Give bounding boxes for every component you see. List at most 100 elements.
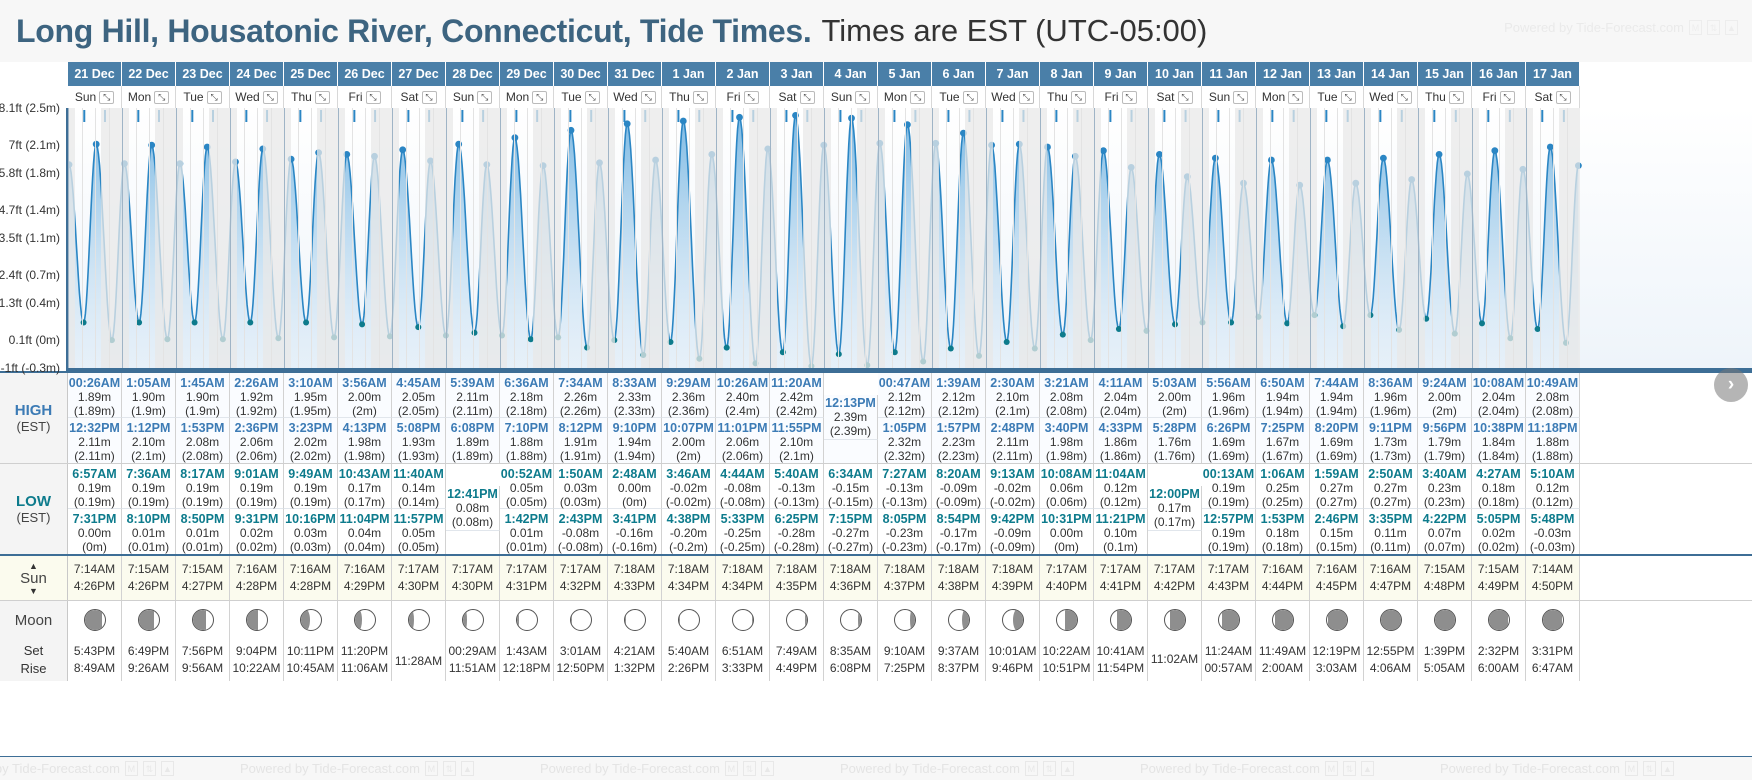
date-cell[interactable]: 31 Dec [608, 62, 662, 86]
date-cell[interactable]: 7 Jan [986, 62, 1040, 86]
expand-icon[interactable]: ⤡ [692, 90, 708, 104]
sunrise-time: 7:17AM [505, 562, 548, 576]
moonset-time: 10:41AM [1096, 644, 1145, 658]
date-cell[interactable]: 28 Dec [446, 62, 500, 86]
tide-time: 1:45AM [180, 376, 225, 390]
expand-icon[interactable]: ⤡ [532, 90, 548, 104]
tide-height-alt: (2.32m) [883, 449, 926, 463]
expand-icon[interactable]: ⤡ [584, 90, 600, 104]
expand-icon[interactable]: ⤡ [206, 90, 222, 104]
date-cell[interactable]: 2 Jan [716, 62, 770, 86]
expand-icon[interactable]: ⤡ [154, 90, 170, 104]
day-cell: Thu ⤡ [662, 86, 716, 108]
expand-icon[interactable]: ⤡ [1288, 90, 1304, 104]
date-cell[interactable]: 9 Jan [1094, 62, 1148, 86]
tide-height-alt: (2.08m) [1531, 404, 1574, 418]
high-tide-label: HIGH (EST) [0, 373, 68, 463]
day-cell: Wed ⤡ [1364, 86, 1418, 108]
moon-setrise-cell: 3:01AM 12:50PM [554, 639, 608, 681]
date-cell[interactable]: 8 Jan [1040, 62, 1094, 86]
expand-icon[interactable]: ⤡ [962, 90, 978, 104]
moonset-time: 8:35AM [829, 644, 872, 658]
expand-icon[interactable]: ⤡ [1018, 90, 1034, 104]
date-cell[interactable]: 3 Jan [770, 62, 824, 86]
expand-icon[interactable]: ⤡ [421, 90, 437, 104]
date-cell[interactable]: 1 Jan [662, 62, 716, 86]
date-cell[interactable]: 30 Dec [554, 62, 608, 86]
expand-icon[interactable]: ⤡ [1396, 90, 1412, 104]
expand-icon[interactable]: ⤡ [365, 90, 381, 104]
night-shading [1127, 108, 1148, 368]
date-cell[interactable]: 6 Jan [932, 62, 986, 86]
hour-gridline [1458, 108, 1460, 368]
expand-icon[interactable]: ⤡ [477, 90, 493, 104]
date-cell[interactable]: 17 Jan [1526, 62, 1580, 86]
tide-height: -0.23m [885, 526, 924, 540]
expand-icon[interactable]: ⤡ [910, 90, 926, 104]
date-cell[interactable]: 14 Jan [1364, 62, 1418, 86]
date-cell[interactable]: 15 Jan [1418, 62, 1472, 86]
expand-icon[interactable]: ⤡ [1177, 90, 1193, 104]
hour-gridline [1242, 108, 1244, 368]
date-cell[interactable]: 10 Jan [1148, 62, 1202, 86]
night-shading [1019, 108, 1040, 368]
expand-icon[interactable]: ⤡ [640, 90, 656, 104]
high-label-text: HIGH [14, 402, 53, 419]
date-cell[interactable]: 26 Dec [338, 62, 392, 86]
date-cell[interactable]: 5 Jan [878, 62, 932, 86]
date-cell[interactable]: 16 Jan [1472, 62, 1526, 86]
date-cell[interactable]: 22 Dec [122, 62, 176, 86]
low-tide-point [303, 319, 310, 326]
date-cell[interactable]: 21 Dec [68, 62, 122, 86]
moon-shadow [624, 610, 626, 630]
chart-plot-area[interactable] [68, 108, 1752, 371]
expand-icon[interactable]: ⤡ [314, 90, 330, 104]
day-separator [932, 108, 933, 368]
expand-icon[interactable]: ⤡ [743, 90, 759, 104]
date-cell[interactable]: 23 Dec [176, 62, 230, 86]
date-cell[interactable]: 29 Dec [500, 62, 554, 86]
date-cell[interactable]: 11 Jan [1202, 62, 1256, 86]
tide-height-alt: (1.73m) [1369, 449, 1412, 463]
low-label-sub: (EST) [16, 510, 51, 525]
date-cell[interactable]: 25 Dec [284, 62, 338, 86]
expand-icon[interactable]: ⤡ [1121, 90, 1137, 104]
tide-height: 2.00m [671, 435, 706, 449]
hour-gridline [1067, 108, 1068, 368]
footer-watermark-text: Powered by Tide-Forecast.com [1440, 761, 1620, 776]
date-cell[interactable]: 24 Dec [230, 62, 284, 86]
moonrise-time: 11:54PM [1096, 661, 1145, 675]
expand-icon[interactable]: ⤡ [1448, 90, 1464, 104]
expand-icon[interactable]: ⤡ [1340, 90, 1356, 104]
expand-icon[interactable]: ⤡ [1070, 90, 1086, 104]
tide-height-alt: (-0.2m) [669, 540, 708, 554]
hour-gridline [257, 108, 258, 368]
expand-icon[interactable]: ⤡ [99, 90, 115, 104]
tide-height: -0.03m [1533, 526, 1572, 540]
expand-icon[interactable]: ⤡ [1233, 90, 1249, 104]
day-name: Sun [74, 90, 97, 104]
date-cell[interactable]: 12 Jan [1256, 62, 1310, 86]
expand-icon[interactable]: ⤡ [1499, 90, 1515, 104]
night-shading [1451, 108, 1472, 368]
sunset-time: 4:32PM [559, 579, 602, 593]
hour-gridline [419, 108, 420, 368]
tide-cell: 9:10PM 1.94m (1.94m) [608, 418, 662, 463]
expand-icon[interactable]: ⤡ [262, 90, 278, 104]
hour-gridline [1161, 108, 1163, 368]
scroll-right-button[interactable]: › [1714, 368, 1748, 402]
expand-icon[interactable]: ⤡ [855, 90, 871, 104]
expand-icon[interactable]: ⤡ [1555, 90, 1571, 104]
tide-time: 10:38PM [1473, 421, 1524, 435]
date-cell[interactable]: 13 Jan [1310, 62, 1364, 86]
moon-setrise-cell: 10:41AM 11:54PM [1094, 639, 1148, 681]
date-cell[interactable]: 4 Jan [824, 62, 878, 86]
tide-cell: 7:34AM 2.26m (2.26m) [554, 373, 608, 418]
date-cell[interactable]: 27 Dec [392, 62, 446, 86]
tide-height-alt: (-0.28m) [773, 540, 820, 554]
hour-gridline [297, 108, 299, 368]
expand-icon[interactable]: ⤡ [799, 90, 815, 104]
night-shading [1310, 108, 1318, 368]
moon-cell [878, 601, 932, 639]
tide-height: 1.92m [239, 390, 274, 404]
